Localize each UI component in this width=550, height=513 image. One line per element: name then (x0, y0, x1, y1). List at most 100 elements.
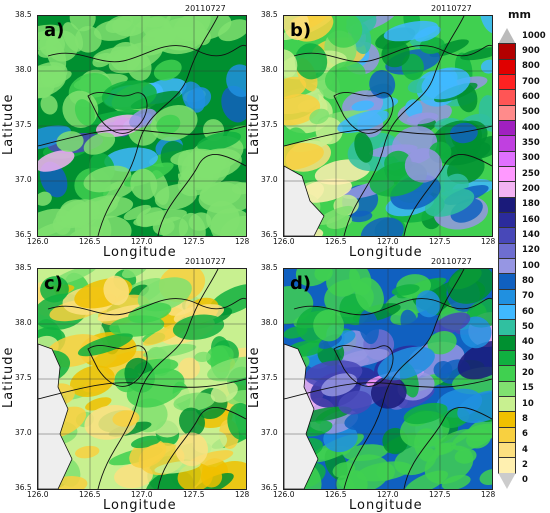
colorbar-swatch (498, 273, 516, 290)
x-tick-label: 127.0 (377, 490, 399, 499)
x-tick-label: 126.5 (325, 237, 347, 246)
y-tick-label: 37.0 (261, 175, 278, 184)
colorbar-level-label: 700 (522, 76, 540, 87)
y-tick-label: 38.0 (15, 65, 32, 74)
colorbar-level-label: 60 (522, 306, 534, 317)
y-tick-label: 37.0 (15, 175, 32, 184)
colorbar-level-label: 1000 (522, 30, 546, 41)
x-axis-label: Longitude (349, 498, 423, 513)
y-axis-label: Latitude (1, 93, 16, 155)
y-tick-label: 36.5 (15, 230, 32, 239)
colorbar-level-label: 900 (522, 46, 540, 56)
colorbar-swatch (498, 196, 516, 213)
precipitation-field (38, 269, 246, 489)
precipitation-map: c) (37, 268, 247, 490)
x-tick-label: 128 (481, 237, 496, 246)
colorbar-level-label: 400 (522, 122, 540, 133)
colorbar-swatch (498, 288, 516, 305)
y-tick-label: 38.0 (261, 318, 278, 327)
colorbar-level-label: 50 (522, 322, 534, 332)
y-tick-label: 38.5 (15, 10, 32, 19)
colorbar-unit: mm (508, 8, 531, 21)
y-axis-label: Latitude (247, 93, 262, 155)
x-tick-label: 126.0 (273, 490, 295, 499)
colorbar-swatch (498, 426, 516, 443)
y-tick-label: 38.0 (261, 65, 278, 74)
x-tick-label: 126.0 (273, 237, 295, 246)
colorbar-swatch (498, 104, 516, 121)
colorbar-swatch (498, 258, 516, 275)
colorbar-swatch (498, 411, 516, 428)
colorbar-level-label: 200 (522, 184, 540, 194)
y-tick-label: 38.5 (15, 263, 32, 272)
x-tick-label: 127.0 (131, 237, 153, 246)
colorbar-swatch (498, 472, 516, 489)
date-label: 20110727 (431, 257, 472, 266)
colorbar-level-label: 4 (522, 444, 528, 455)
y-tick-label: 38.0 (15, 318, 32, 327)
y-tick-label: 37.5 (261, 373, 278, 382)
y-axis-label: Latitude (1, 346, 16, 408)
colorbar-swatch (498, 58, 516, 75)
colorbar-level-label: 6 (522, 429, 528, 440)
colorbar-swatch (498, 365, 516, 382)
colorbar-level-label: 140 (522, 230, 540, 240)
colorbar-swatch (498, 120, 516, 137)
colorbar-swatch (498, 212, 516, 229)
y-tick-label: 36.5 (261, 483, 278, 492)
y-tick-label: 37.0 (261, 428, 278, 437)
colorbar-level-label: 300 (522, 153, 540, 164)
x-tick-label: 127.5 (183, 237, 205, 246)
precipitation-field (284, 269, 492, 489)
colorbar-level-label: 40 (522, 337, 534, 348)
colorbar-swatch (498, 319, 516, 336)
colorbar-swatch (498, 166, 516, 183)
colorbar-swatch (498, 28, 516, 45)
date-label: 20110727 (185, 257, 226, 266)
colorbar-swatch (498, 350, 516, 367)
colorbar-level-label: 2 (522, 460, 528, 470)
colorbar-swatch (498, 150, 516, 167)
x-tick-label: 126.5 (79, 237, 101, 246)
colorbar-level-label: 80 (522, 276, 534, 286)
y-tick-label: 37.0 (15, 428, 32, 437)
x-tick-label: 128 (235, 490, 250, 499)
x-tick-label: 126.0 (27, 490, 49, 499)
x-tick-label: 127.0 (131, 490, 153, 499)
precipitation-map: b) (283, 15, 493, 237)
colorbar-level-label: 350 (522, 138, 540, 148)
x-axis-label: Longitude (103, 245, 177, 260)
y-tick-label: 37.5 (261, 120, 278, 129)
panel-label: a) (44, 20, 65, 41)
precipitation-map: d) (283, 268, 493, 490)
colorbar-swatch (498, 74, 516, 91)
y-tick-label: 37.5 (15, 373, 32, 382)
y-tick-label: 38.5 (261, 263, 278, 272)
precipitation-map: a) (37, 15, 247, 237)
x-tick-label: 128 (481, 490, 496, 499)
panel-label: c) (44, 273, 63, 294)
colorbar-swatch (498, 89, 516, 106)
x-tick-label: 127.5 (429, 490, 451, 499)
x-tick-label: 126.0 (27, 237, 49, 246)
colorbar-level-label: 500 (522, 107, 540, 118)
date-label: 20110727 (185, 4, 226, 13)
colorbar-swatch (498, 135, 516, 152)
x-tick-label: 126.5 (325, 490, 347, 499)
colorbar-level-label: 120 (522, 245, 540, 256)
colorbar-swatch (498, 442, 516, 459)
colorbar-level-label: 20 (522, 368, 534, 378)
colorbar-level-label: 100 (522, 260, 540, 271)
x-axis-label: Longitude (103, 498, 177, 513)
colorbar-swatch (498, 304, 516, 321)
colorbar-level-label: 15 (522, 383, 534, 394)
colorbar-level-label: 800 (522, 61, 540, 72)
colorbar-swatch (498, 242, 516, 259)
colorbar-level-label: 160 (522, 214, 540, 225)
colorbar-level-label: 30 (522, 352, 534, 363)
x-tick-label: 126.5 (79, 490, 101, 499)
colorbar-swatch (498, 334, 516, 351)
colorbar-swatch (498, 227, 516, 244)
colorbar-level-label: 0 (522, 475, 528, 486)
y-tick-label: 38.5 (261, 10, 278, 19)
